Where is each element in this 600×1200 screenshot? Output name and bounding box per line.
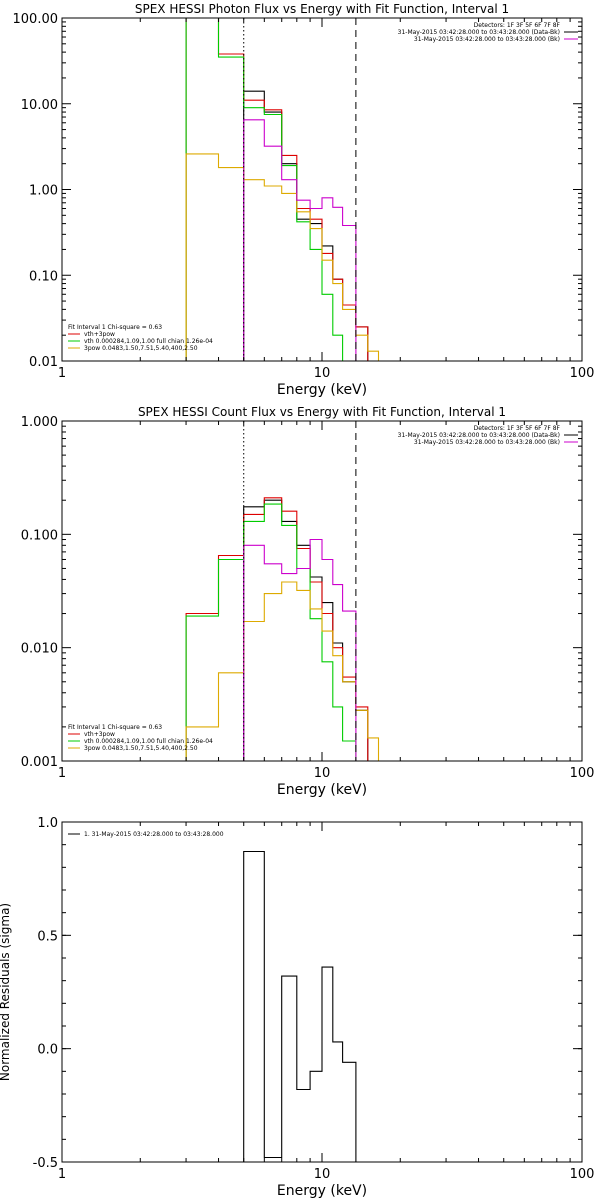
chart-panel-2: SPEX HESSI Count Flux vs Energy with Fit… <box>21 405 595 798</box>
y-tick-label: 1.000 <box>21 415 58 430</box>
legend-entry-4: 3pow 0.0483,1.50,7.51,5.40,400,2.50 <box>84 745 198 752</box>
y-tick-label: 0.010 <box>21 642 58 657</box>
series-3-line <box>185 503 357 761</box>
series-group <box>185 18 380 361</box>
y-tick-label: 0.001 <box>21 755 58 770</box>
x-tick-label: 1 <box>58 366 66 381</box>
series-4-line <box>185 153 380 361</box>
legend-entry-2: vth+3pow <box>84 731 115 738</box>
y-tick-label: 0.100 <box>21 528 58 543</box>
header-line-3: 31-May-2015 03:42:28.000 to 03:43:28.000… <box>414 439 560 446</box>
legend-entry-4: 3pow 0.0483,1.50,7.51,5.40,400,2.50 <box>84 345 198 352</box>
legend-entry-1: Fit Interval 1 Chi-square = 0.63 <box>68 724 162 731</box>
header-line-2: 31-May-2015 03:42:28.000 to 03:43:28.000… <box>398 29 560 36</box>
chart-panel-3: 1 10 100 Energy (keV) -0.5 0.0 0.5 1.0 Normalize… <box>0 816 594 1199</box>
x-tick-label: 100 <box>570 366 595 381</box>
series-5-line <box>243 119 357 361</box>
legend-entry-3: vth 0.000284,1.09,1.00 full chian 1.26e-… <box>84 738 213 745</box>
legend-entry-2: vth+3pow <box>84 331 115 338</box>
y-tick-label: 0.0 <box>37 1043 58 1058</box>
series-4-line <box>185 581 380 761</box>
x-tick-label: 100 <box>570 1167 595 1182</box>
x-axis-label: Energy (keV) <box>277 1183 367 1199</box>
y-tick-label: 1.00 <box>29 184 58 199</box>
x-axis-label: Energy (keV) <box>277 782 367 798</box>
series-1-line <box>243 850 357 1162</box>
chart-title: SPEX HESSI Count Flux vs Energy with Fit… <box>138 405 506 419</box>
y-tick-label: 0.01 <box>29 355 58 370</box>
header-line-1: Detectors: 1F 3F 5F 6F 7F 8F <box>474 425 561 432</box>
x-axis-label: Energy (keV) <box>277 382 367 398</box>
axes-box <box>61 17 583 362</box>
legend-entry-1: 1. 31-May-2015 03:42:28.000 to 03:43:28.… <box>84 831 224 838</box>
series-group <box>243 850 357 1162</box>
legend-entry-1: Fit Interval 1 Chi-square = 0.63 <box>68 324 162 331</box>
x-tick-label: 10 <box>314 1167 331 1182</box>
series-1-line <box>243 499 369 761</box>
x-tick-label: 100 <box>570 766 595 781</box>
y-tick-label: -0.5 <box>33 1156 58 1171</box>
series-2-line <box>185 497 369 761</box>
y-tick-label: 1.0 <box>37 816 58 831</box>
x-tick-label: 10 <box>314 366 331 381</box>
header-line-2: 31-May-2015 03:42:28.000 to 03:43:28.000… <box>398 432 560 439</box>
chart-title: SPEX HESSI Photon Flux vs Energy with Fi… <box>135 2 509 16</box>
y-tick-label: 0.10 <box>29 269 58 284</box>
chart-panel-1: SPEX HESSI Photon Flux vs Energy with Fi… <box>13 2 595 398</box>
y-tick-label: 10.00 <box>21 98 58 113</box>
x-tick-label: 1 <box>58 766 66 781</box>
header-line-3: 31-May-2015 03:42:28.000 to 03:43:28.000… <box>414 36 560 43</box>
y-axis-label: Normalized Residuals (sigma) <box>0 903 12 1081</box>
x-tick-label: 1 <box>58 1167 66 1182</box>
series-1-line <box>243 90 369 361</box>
series-3-line <box>185 18 356 361</box>
y-tick-label: 0.5 <box>37 929 58 944</box>
legend-entry-3: vth 0.000284,1.09,1.00 full chian 1.26e-… <box>84 338 213 345</box>
series-5-line <box>243 538 357 761</box>
x-tick-label: 10 <box>314 766 331 781</box>
series-group <box>185 497 380 761</box>
series-2-line <box>185 18 369 361</box>
header-line-1: Detectors: 1F 3F 5F 6F 7F 8F <box>474 22 561 29</box>
y-tick-label: 100.00 <box>13 12 59 27</box>
